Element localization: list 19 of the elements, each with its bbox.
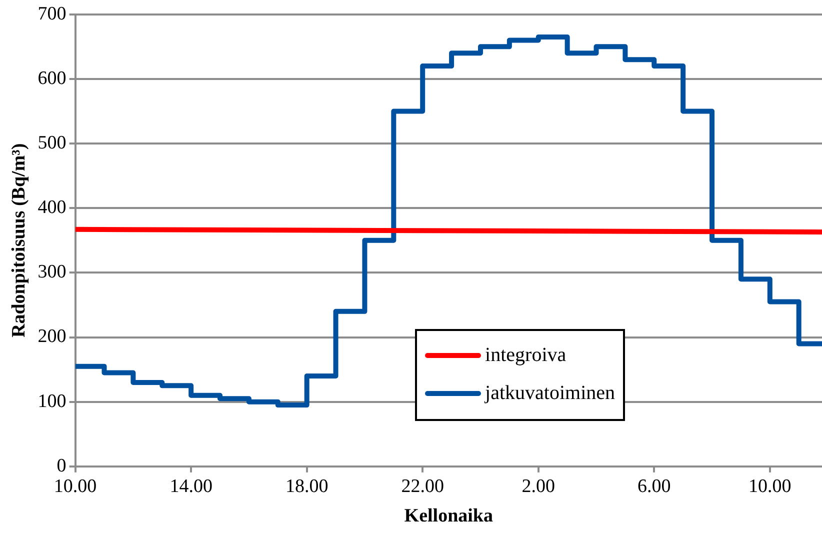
legend-label: jatkuvatoiminen [485,382,616,406]
x-axis-title: Kellonaika [404,506,494,527]
y-tick-label: 700 [38,3,66,24]
legend-label: integroiva [485,344,566,368]
y-tick-label: 100 [38,390,66,412]
x-tick-label: 2.00 [522,476,555,497]
y-tick-label: 300 [38,262,66,283]
x-tick-label: 10.00 [54,476,97,497]
y-tick-label: 600 [38,68,66,89]
y-axis-title: Radonpitoisuus (Bq/m³) [8,143,30,338]
x-tick-label: 10.00 [748,476,792,497]
y-tick-label: 0 [56,455,66,476]
y-tick-label: 500 [38,132,66,154]
x-tick-label: 6.00 [638,476,671,497]
x-tick-label: 18.00 [285,476,328,497]
y-tick-label: 200 [38,326,66,348]
x-tick-label: 14.00 [170,476,212,497]
x-tick-label: 22.00 [401,476,444,497]
y-tick-label: 400 [38,197,66,218]
